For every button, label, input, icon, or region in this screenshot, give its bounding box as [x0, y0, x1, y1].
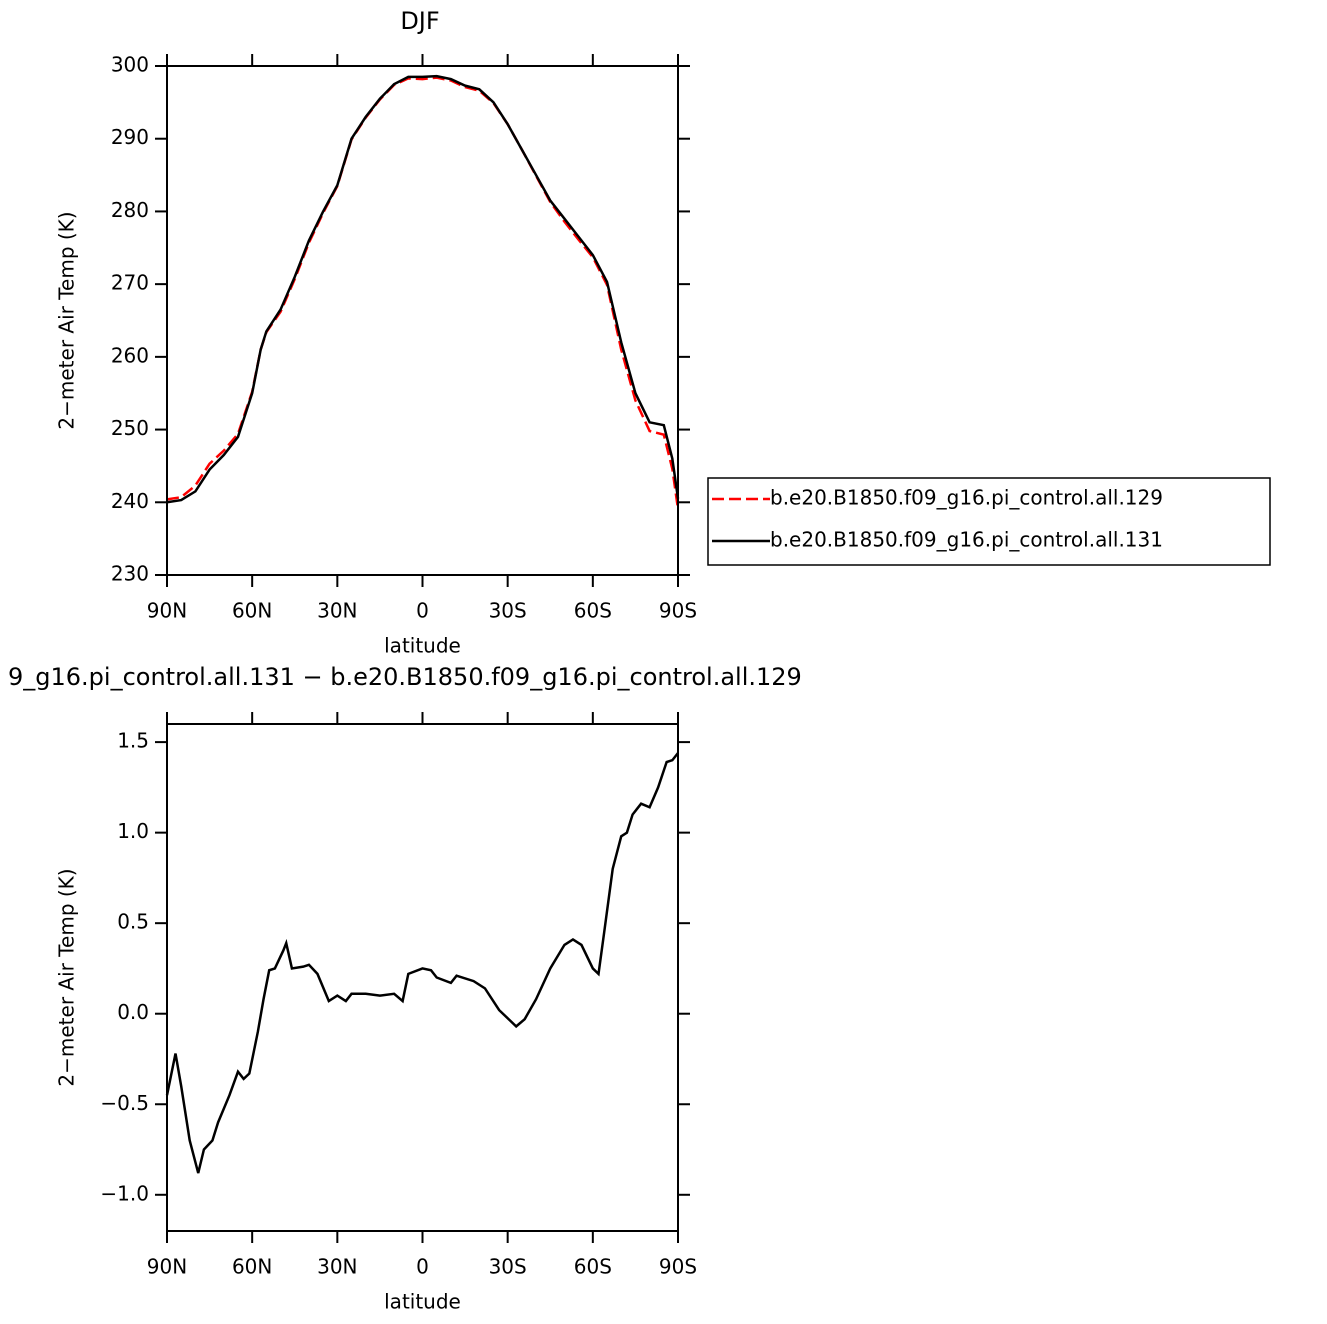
data-line: [166, 74, 680, 504]
x-tick-label: 30S: [489, 599, 527, 623]
legend-box: [707, 477, 1271, 566]
x-tick-label: 60S: [574, 1255, 612, 1279]
x-axis-label: latitude: [384, 634, 461, 658]
y-tick-label: 250: [111, 416, 149, 440]
x-tick-label: 30N: [317, 1255, 357, 1279]
y-tick-label: 1.5: [117, 729, 149, 753]
x-tick-label: 0: [416, 1255, 429, 1279]
chart-title: 9_g16.pi_control.all.131 − b.e20.B1850.f…: [8, 663, 802, 691]
y-tick-label: −0.5: [100, 1091, 149, 1115]
x-tick-label: 30S: [489, 1255, 527, 1279]
x-tick-label: 90S: [659, 1255, 697, 1279]
y-tick-label: 260: [111, 343, 149, 367]
y-tick-label: 230: [111, 562, 149, 586]
data-line: [166, 76, 680, 510]
y-tick-label: 300: [111, 53, 149, 77]
chart-title: DJF: [400, 7, 439, 35]
y-axis-label: 2−meter Air Temp (K): [55, 868, 79, 1086]
x-tick-label: 90S: [659, 599, 697, 623]
x-tick-label: 30N: [317, 599, 357, 623]
y-tick-label: 240: [111, 489, 149, 513]
x-axis-label: latitude: [384, 1290, 461, 1314]
y-tick-label: 270: [111, 271, 149, 295]
plot-frame: [166, 723, 679, 1232]
x-tick-label: 90N: [147, 599, 187, 623]
x-tick-label: 60S: [574, 599, 612, 623]
y-tick-label: −1.0: [100, 1181, 149, 1205]
y-tick-label: 0.5: [117, 910, 149, 934]
y-tick-label: 280: [111, 198, 149, 222]
x-tick-label: 60N: [232, 599, 272, 623]
y-tick-label: 0.0: [117, 1000, 149, 1024]
legend-label: b.e20.B1850.f09_g16.pi_control.all.131: [770, 528, 1163, 552]
y-tick-label: 290: [111, 125, 149, 149]
legend-label: b.e20.B1850.f09_g16.pi_control.all.129: [770, 486, 1163, 510]
y-tick-label: 1.0: [117, 819, 149, 843]
data-line: [165, 752, 679, 1174]
y-axis-label: 2−meter Air Temp (K): [55, 211, 79, 429]
x-tick-label: 60N: [232, 1255, 272, 1279]
x-tick-label: 0: [416, 599, 429, 623]
x-tick-label: 90N: [147, 1255, 187, 1279]
plot-frame: [166, 65, 679, 576]
